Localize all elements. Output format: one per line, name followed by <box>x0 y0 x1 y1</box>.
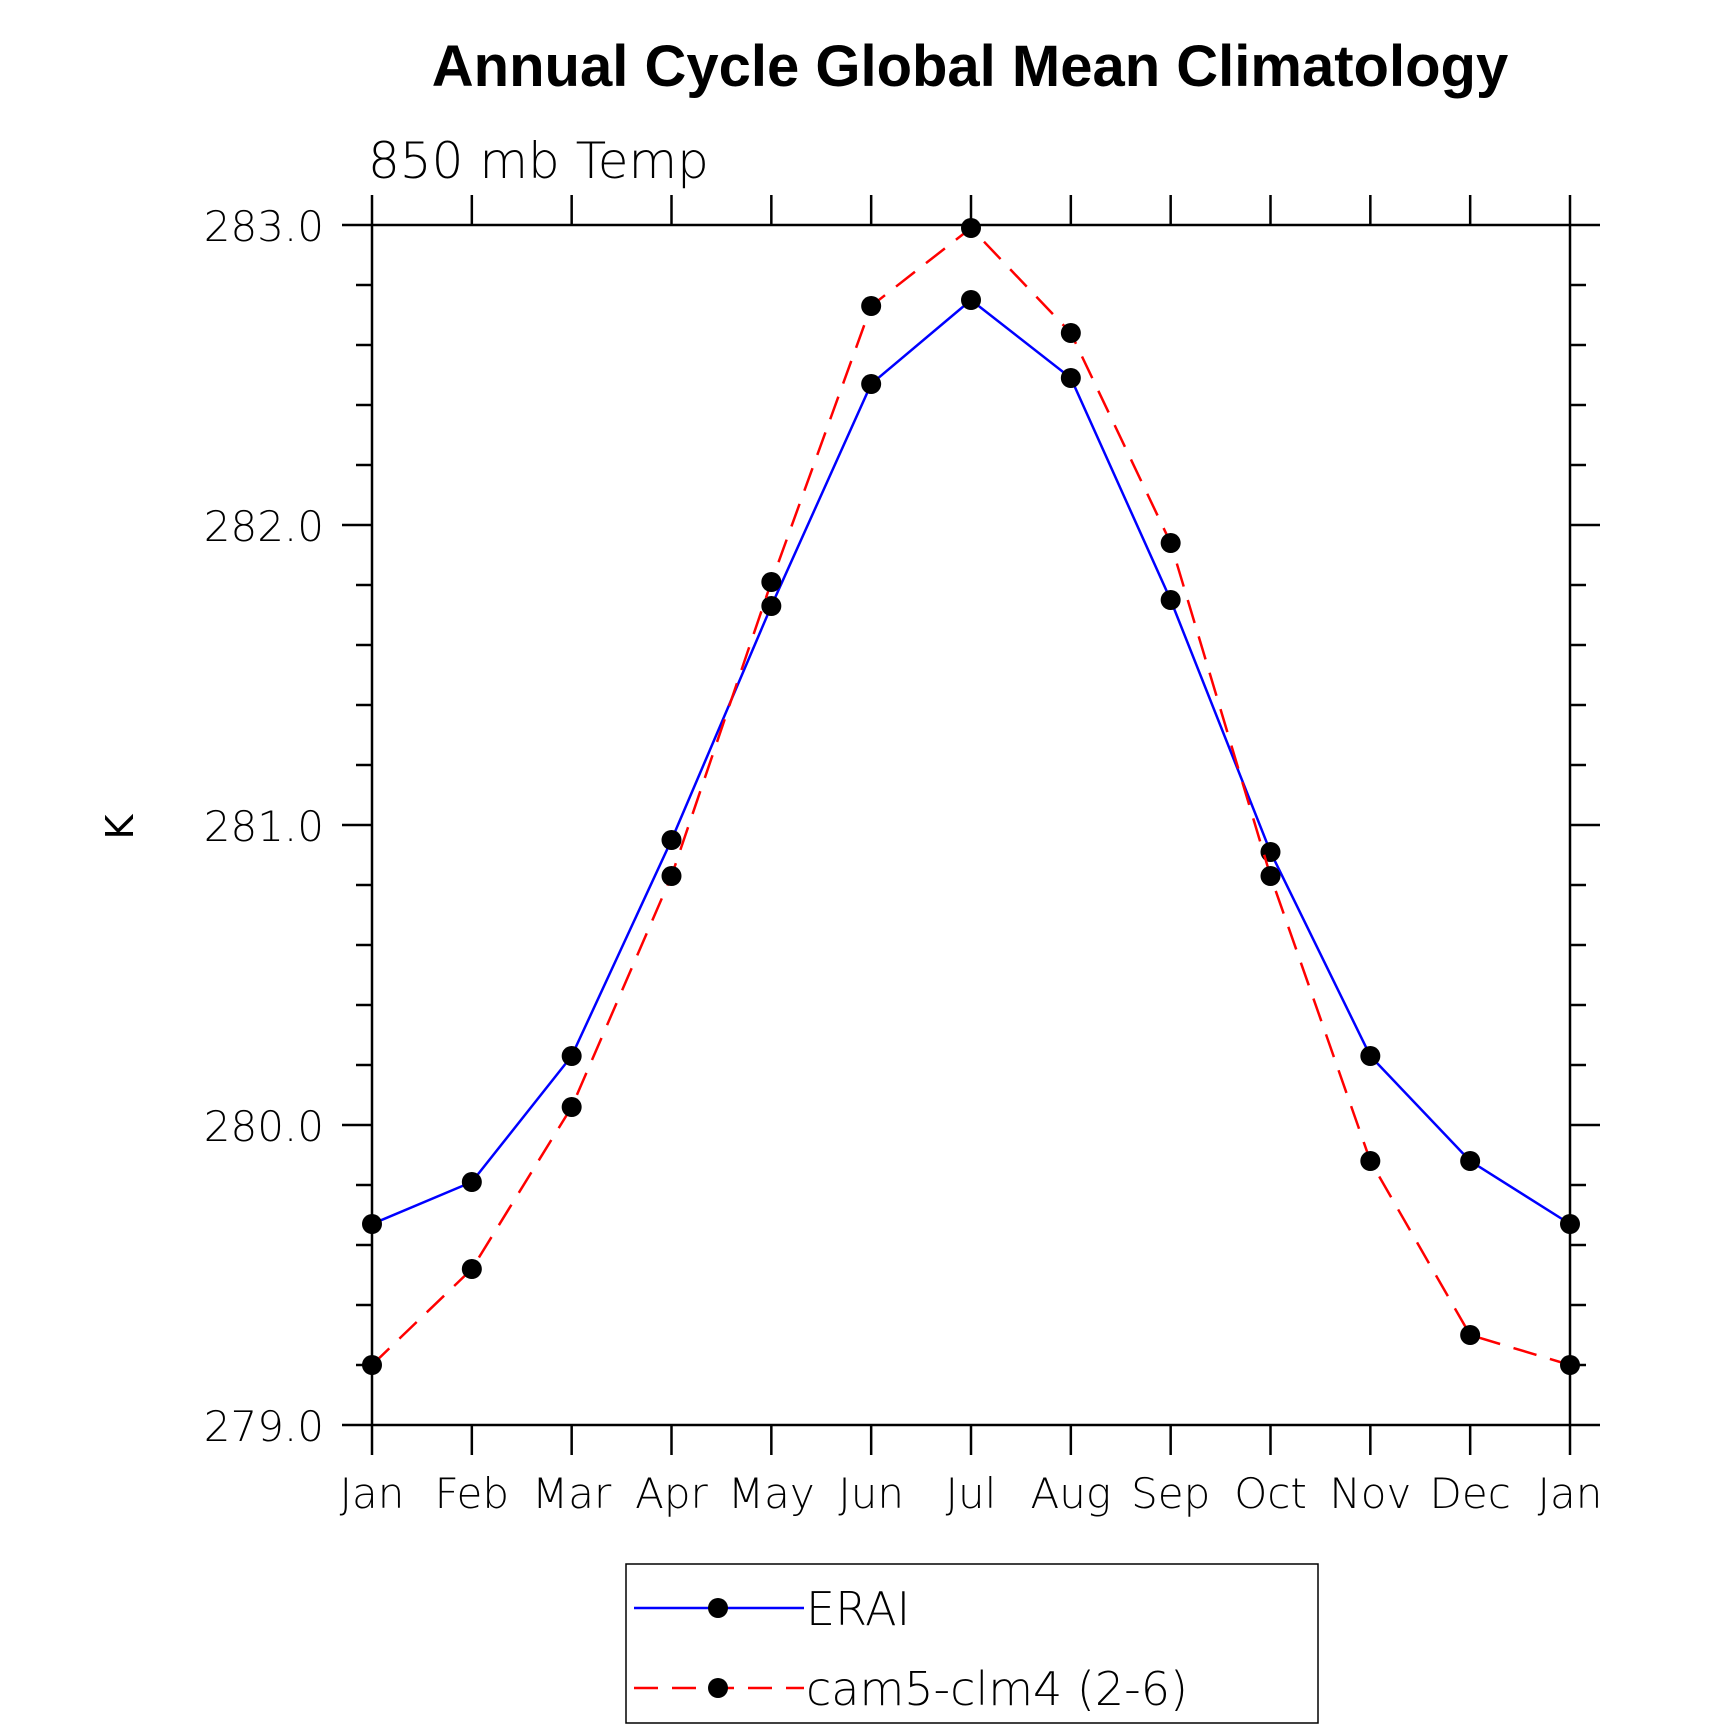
y-tick-label: 281.0 <box>204 802 324 851</box>
series-2-point <box>1360 1151 1381 1171</box>
series-2-point <box>561 1097 582 1117</box>
y-tick-label: 283.0 <box>204 202 324 251</box>
series-2-point <box>1160 533 1181 553</box>
series-2-point <box>761 572 782 592</box>
series-2-point <box>1460 1325 1481 1345</box>
chart-subtitle: 850 mb Temp <box>368 132 709 190</box>
y-axis-label: K <box>98 813 142 839</box>
series-1-point <box>1460 1151 1481 1171</box>
series-1-point <box>1160 590 1181 610</box>
series-2-point <box>1560 1355 1580 1375</box>
x-tick-label: Apr <box>635 1469 708 1518</box>
series-1-point <box>1360 1046 1381 1066</box>
series-1-point <box>1560 1214 1580 1234</box>
y-tick-label: 279.0 <box>204 1402 324 1451</box>
legend-label-2: cam5-clm4 (2-6) <box>806 1662 1188 1716</box>
series-1-point <box>461 1172 482 1192</box>
legend-box <box>625 1563 1319 1724</box>
x-tick-label: Jan <box>340 1469 405 1518</box>
x-tick-label: Oct <box>1234 1469 1307 1518</box>
series-1-point <box>1060 368 1081 388</box>
x-tick-label: Sep <box>1131 1469 1210 1518</box>
plot-frame <box>370 223 1572 1427</box>
chart-title: Annual Cycle Global Mean Climatology <box>432 34 1508 99</box>
plot-series <box>362 218 1580 1375</box>
x-tick-label: Jul <box>946 1469 997 1518</box>
x-tick-label: Jan <box>1538 1469 1603 1518</box>
x-tick-label: Jun <box>838 1469 904 1518</box>
legend-items: ERAI cam5-clm4 (2-6) <box>634 1582 1188 1716</box>
series-line-2 <box>371 226 1571 1367</box>
legend-label-1: ERAI <box>806 1582 910 1636</box>
series-2-point <box>362 1355 382 1375</box>
x-tick-label: Mar <box>532 1469 612 1518</box>
legend-marker-2 <box>708 1678 728 1698</box>
x-tick-label: Dec <box>1430 1469 1511 1518</box>
series-1-point <box>661 830 682 850</box>
series-2-point <box>1060 323 1081 343</box>
x-tick-label: Aug <box>1031 1469 1112 1518</box>
series-2-point <box>961 218 981 238</box>
series-1-point <box>561 1046 582 1066</box>
series-2-point <box>461 1259 482 1279</box>
series-1-point <box>1260 842 1281 862</box>
series-1-point <box>961 290 981 310</box>
x-tick-label: May <box>728 1469 815 1518</box>
series-1-point <box>362 1214 382 1234</box>
x-tick-label: Nov <box>1329 1469 1411 1518</box>
axes <box>342 195 1600 1455</box>
legend-marker-1 <box>708 1598 728 1618</box>
series-1-point <box>761 596 782 616</box>
series-line-1 <box>371 298 1571 1226</box>
y-tick-label: 280.0 <box>204 1102 324 1151</box>
legend: ERAI cam5-clm4 (2-6) <box>625 1563 1319 1724</box>
x-tick-label: Feb <box>435 1469 509 1518</box>
series-2-point <box>861 296 882 316</box>
y-tick-label: 282.0 <box>204 502 324 551</box>
tick-labels: Jan Feb Mar Apr May Jun Jul Aug Sep Oct Nov Dec Jan 2… <box>204 202 1603 1518</box>
series-2-point <box>661 866 682 886</box>
series-1-point <box>861 374 882 394</box>
series-2-point <box>1260 866 1281 886</box>
